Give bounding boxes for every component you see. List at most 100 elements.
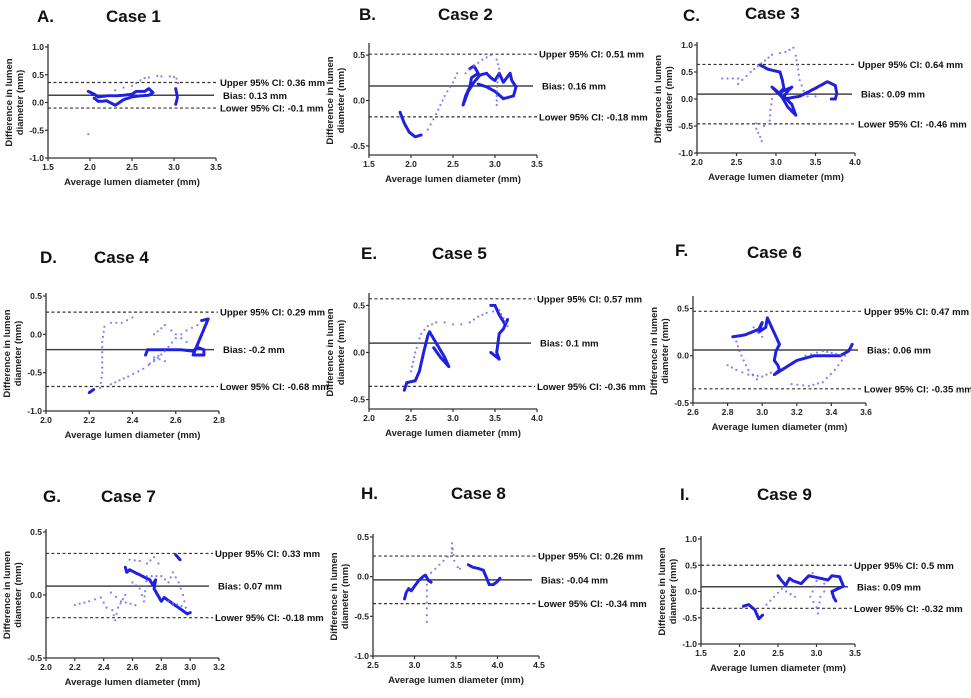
data-point [171, 604, 174, 607]
data-point [802, 89, 805, 92]
data-point [491, 310, 494, 313]
upper-ci-label: Upper 95% CI: 0.47 mm [864, 307, 969, 318]
data-point [140, 593, 143, 597]
panel-title: Case 7 [101, 487, 156, 506]
y-axis-label-line2: diameter (mm) [13, 562, 24, 627]
data-point [434, 567, 437, 570]
x-tick-label: 2.5 [367, 660, 379, 670]
data-point [417, 342, 420, 345]
x-tick-label: 3.5 [531, 159, 543, 169]
data-point [160, 353, 163, 356]
data-point [429, 580, 433, 584]
data-point [756, 374, 759, 377]
data-point [500, 313, 503, 316]
panel-title: Case 1 [106, 7, 161, 26]
data-point [184, 606, 187, 609]
data-point [481, 58, 484, 61]
y-tick-label: 0.5 [357, 532, 369, 542]
data-point [769, 114, 772, 117]
data-point [145, 580, 148, 583]
x-tick-label: 1.5 [42, 162, 54, 172]
data-point [171, 341, 174, 344]
data-point [180, 337, 183, 340]
y-tick-label: 0.0 [353, 348, 365, 358]
x-tick-label: 2.5 [772, 648, 784, 658]
y-tick-label: 1.0 [685, 534, 697, 544]
data-point [834, 599, 838, 603]
data-point [196, 324, 199, 327]
x-axis-label: Average lumen diameter (mm) [64, 177, 200, 188]
data-point [833, 368, 837, 371]
data-point [145, 575, 148, 578]
data-point [134, 604, 137, 607]
data-point [180, 604, 183, 608]
panel-i: I. Case 9 1.5 2.0 2.5 3.0 3.5 -1.0 -0.5 0.0 0.5 1.0… [657, 485, 963, 674]
data-point [429, 123, 432, 126]
data-point [756, 65, 759, 68]
data-point [749, 70, 752, 74]
data-point [119, 602, 122, 605]
data-point [163, 360, 166, 363]
data-point [498, 309, 501, 312]
x-tick-label: 1.5 [695, 648, 707, 658]
bias-label: Bias: -0.2 mm [223, 345, 285, 356]
data-point [826, 350, 829, 353]
x-tick-label: 2.0 [691, 157, 703, 167]
data-point [757, 131, 760, 134]
x-tick-label: 2.5 [126, 162, 138, 172]
y-tick-label: 0.0 [30, 590, 42, 600]
data-point [92, 96, 96, 100]
x-tick-label: 1.5 [363, 159, 375, 169]
y-tick-label: -0.5 [678, 121, 693, 131]
x-tick-label: 2.0 [405, 159, 417, 169]
data-point [450, 551, 453, 555]
y-tick-label: -0.5 [674, 398, 689, 408]
x-tick-label: 3.0 [489, 159, 501, 169]
data-point [736, 345, 740, 348]
data-point [179, 587, 182, 590]
bias-label: Bias: 0.1 mm [540, 339, 599, 350]
data-point [760, 62, 763, 65]
panel-h: H. Case 8 2.5 3.0 3.5 4.0 4.5 -1.0 -0.5 0.0 0.5 Ave… [329, 484, 647, 686]
x-tick-label: 2.5 [731, 157, 743, 167]
data-point [185, 340, 188, 344]
data-point [432, 346, 436, 350]
upper-ci-label: Upper 95% CI: 0.33 mm [215, 549, 320, 560]
data-point [495, 99, 498, 102]
data-point [163, 350, 166, 353]
y-tick-label: 0.0 [681, 94, 693, 104]
data-point [752, 326, 755, 329]
data-point [769, 371, 772, 374]
data-point [148, 362, 151, 365]
y-axis-label: Difference in lumen [649, 307, 660, 395]
lower-ci-label: Lower 95% CI: -0.46 mm [858, 119, 967, 130]
data-point [441, 99, 444, 102]
data-point [143, 77, 146, 80]
x-tick-label: 2.8 [722, 407, 734, 417]
data-point [142, 367, 145, 370]
data-point [740, 354, 743, 357]
x-tick-label: 3.0 [409, 660, 421, 670]
y-axis-label: Difference in lumen [653, 55, 664, 143]
upper-ci-label: Upper 95% CI: 0.57 mm [537, 294, 642, 305]
data-point [769, 599, 772, 602]
data-point [163, 578, 166, 581]
x-tick-label: 2.0 [734, 648, 746, 658]
y-tick-label: -1.0 [354, 651, 369, 661]
y-tick-label: 0.0 [357, 572, 369, 582]
data-point [418, 337, 421, 340]
data-point [767, 56, 770, 59]
data-point [813, 585, 816, 588]
bias-label: Bias: 0.07 mm [218, 582, 282, 593]
data-point [167, 345, 170, 348]
data-point [172, 75, 176, 79]
data-point [485, 56, 488, 59]
data-point [446, 90, 449, 93]
data-point [158, 358, 161, 361]
data-point [839, 353, 842, 356]
data-point [438, 563, 441, 566]
x-tick-label: 3.2 [213, 662, 225, 672]
data-point [122, 86, 125, 89]
x-tick-label: 2.4 [98, 662, 110, 672]
data-point [452, 553, 455, 557]
